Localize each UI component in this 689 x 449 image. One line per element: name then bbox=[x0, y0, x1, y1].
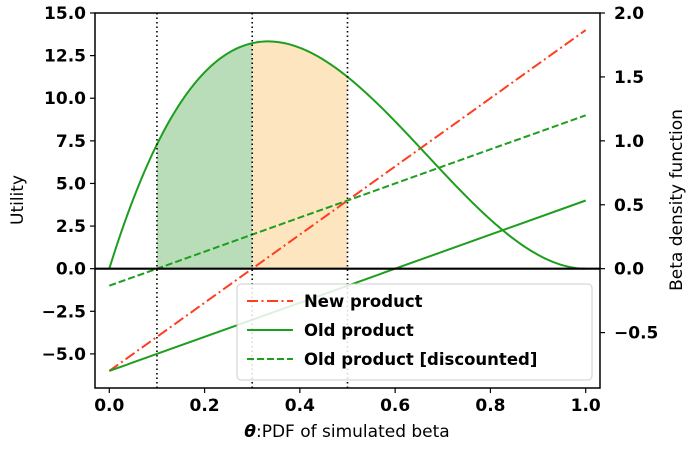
y-left-tick-label: 2.5 bbox=[56, 217, 86, 237]
x-axis-title-rest: :PDF of simulated beta bbox=[256, 422, 450, 442]
shaded-regions bbox=[156, 41, 348, 269]
y-right-tick-label: 0.0 bbox=[614, 260, 644, 280]
y-left-tick-label: 15.0 bbox=[44, 4, 86, 24]
y-left-tick-label: 7.5 bbox=[56, 132, 86, 152]
y-right-tick-label: 0.5 bbox=[614, 196, 644, 216]
y-ticks-left: −5.0 −2.5 0.0 2.5 5.0 7.5 10.0 12.5 15.0 bbox=[42, 4, 95, 365]
plot-frame bbox=[94, 12, 601, 389]
y-right-tick-label: 2.0 bbox=[614, 4, 644, 24]
y-right-tick-label: −0.5 bbox=[614, 324, 658, 344]
x-axis-title: θ:PDF of simulated beta bbox=[244, 422, 449, 442]
legend-label-old: Old product bbox=[304, 321, 414, 340]
y-right-tick-label: 1.0 bbox=[614, 132, 644, 152]
y-axis-left-title: Utility bbox=[8, 175, 28, 225]
x-tick-label: 0.6 bbox=[380, 396, 410, 416]
series-line-3 bbox=[108, 114, 587, 287]
y-left-tick-label: −5.0 bbox=[42, 345, 87, 365]
shaded-region-1 bbox=[156, 43, 253, 269]
x-tick-label: 0.0 bbox=[94, 396, 124, 416]
y-ticks-right: −0.5 0.0 0.5 1.0 1.5 2.0 bbox=[600, 4, 658, 344]
legend-box bbox=[236, 283, 593, 381]
y-left-tick-label: 10.0 bbox=[44, 89, 86, 109]
y-left-tick-label: 0.0 bbox=[56, 260, 86, 280]
x-tick-label: 0.2 bbox=[190, 396, 220, 416]
y-axis-right-title: Beta density function bbox=[667, 109, 687, 291]
legend-label-new: New product bbox=[304, 292, 423, 311]
y-right-tick-label: 1.5 bbox=[614, 68, 644, 88]
shaded-region-2 bbox=[252, 41, 348, 269]
series-line-1 bbox=[108, 29, 587, 372]
y-left-tick-label: 12.5 bbox=[44, 47, 86, 67]
y-left-tick-label: 5.0 bbox=[56, 174, 86, 194]
x-tick-label: 0.4 bbox=[285, 396, 315, 416]
legend: New product Old product Old product [dis… bbox=[236, 283, 593, 381]
y-left-tick-label: −2.5 bbox=[42, 302, 86, 322]
x-tick-label: 0.8 bbox=[475, 396, 505, 416]
x-axis-title-theta: θ bbox=[244, 422, 256, 442]
legend-label-discounted: Old product [discounted] bbox=[304, 350, 537, 369]
x-ticks: 0.0 0.2 0.4 0.6 0.8 1.0 bbox=[94, 388, 601, 416]
x-tick-label: 1.0 bbox=[571, 396, 601, 416]
